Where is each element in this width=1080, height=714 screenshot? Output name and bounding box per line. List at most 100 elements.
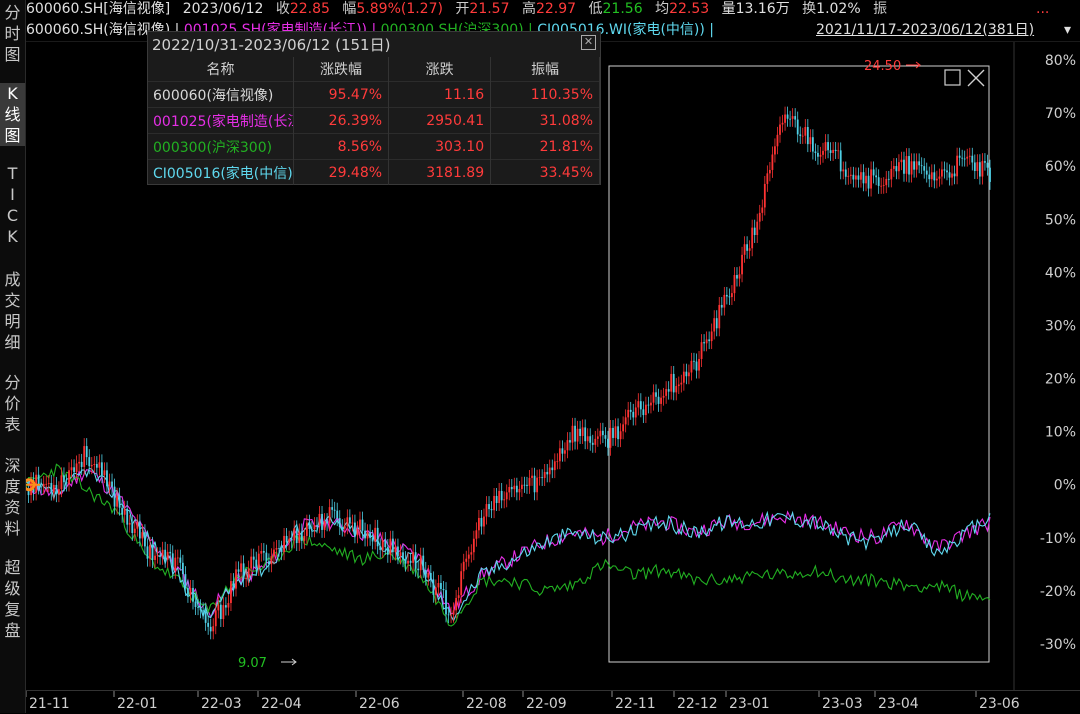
- candle: [837, 142, 840, 159]
- candle: [576, 420, 579, 450]
- candle: [343, 518, 346, 537]
- candle: [725, 286, 728, 305]
- candle-body: [146, 546, 149, 559]
- candle-body: [915, 161, 918, 170]
- candle-body: [885, 178, 888, 186]
- quote-more[interactable]: ...: [1036, 1, 1050, 17]
- candle: [111, 473, 113, 495]
- candle: [584, 419, 587, 450]
- sidebar-tab-0[interactable]: 分时图: [0, 2, 25, 65]
- table-row[interactable]: CI005016(家电(中信)) 29.48% 3181.89 33.45%: [148, 159, 600, 185]
- candle: [133, 520, 136, 541]
- close-icon[interactable]: ✕: [581, 35, 596, 50]
- candle: [667, 381, 670, 400]
- candle: [566, 432, 569, 459]
- candle: [194, 593, 197, 615]
- selection-close-icon[interactable]: [967, 69, 985, 87]
- candle: [885, 170, 888, 194]
- sidebar-tab-char: C: [6, 206, 19, 225]
- candle: [832, 141, 835, 161]
- candle-body: [715, 318, 718, 329]
- candle: [432, 571, 435, 603]
- candle: [655, 384, 657, 405]
- candle-body: [731, 293, 733, 298]
- candle: [591, 434, 594, 453]
- date-range[interactable]: 2021/11/17-2023/06/12(381日): [816, 22, 1035, 38]
- candle-body: [93, 464, 96, 466]
- candle: [95, 456, 98, 476]
- candle: [857, 167, 860, 188]
- candle-body: [700, 342, 703, 359]
- comparison-chart[interactable]: 80% 70% 60% 50% 40% 30% 20% 10% 0% -10% -20% -30% 24…: [26, 42, 1080, 690]
- candle: [108, 473, 111, 495]
- table-row[interactable]: 000300(沪深300) 8.56% 303.10 21.81%: [148, 133, 600, 160]
- candle: [781, 114, 784, 133]
- cell-name: 600060(海信视像): [148, 81, 294, 108]
- range-dropdown-icon[interactable]: ▾: [1064, 22, 1072, 38]
- candle-body: [354, 522, 356, 536]
- candle-body: [607, 438, 609, 448]
- interval-stats-popup[interactable]: 2022/10/31-2023/06/12 (151日) ✕ 名称 涨跌幅 涨跌…: [147, 31, 601, 185]
- candle-body: [655, 392, 657, 397]
- candle: [862, 164, 865, 192]
- candle-body: [27, 488, 30, 496]
- candle: [736, 267, 738, 287]
- candle-body: [989, 167, 991, 182]
- candle-body: [533, 475, 536, 493]
- candle-body: [369, 532, 372, 538]
- table-row[interactable]: 600060(海信视像) 95.47% 11.16 110.35%: [148, 81, 600, 108]
- candle: [510, 479, 513, 498]
- candle: [900, 151, 903, 171]
- candle-body: [986, 162, 989, 168]
- candle: [495, 487, 498, 511]
- candle-body: [328, 507, 331, 524]
- maximize-icon: [944, 69, 961, 86]
- quote-symbol[interactable]: 600060.SH[海信视像]: [26, 1, 171, 17]
- candle-body: [500, 490, 503, 501]
- candle-body: [751, 227, 754, 249]
- candle: [892, 158, 895, 177]
- candle-body: [961, 157, 964, 159]
- candle: [521, 476, 523, 497]
- candle: [695, 353, 698, 379]
- candle-body: [814, 151, 817, 153]
- candle: [318, 505, 321, 534]
- sidebar-tab-3[interactable]: 成交明细: [0, 269, 25, 353]
- sidebar-tab-char: 资: [4, 498, 21, 517]
- candle-body: [746, 244, 749, 251]
- candle: [806, 119, 809, 153]
- sidebar-tab-4[interactable]: 分价表: [0, 372, 25, 435]
- candle: [710, 323, 713, 350]
- candle: [336, 502, 339, 527]
- candle-body: [930, 172, 933, 180]
- candle-body: [720, 304, 723, 308]
- candle: [895, 158, 898, 180]
- candle: [283, 527, 285, 561]
- candle-body: [343, 526, 346, 529]
- candle: [303, 527, 306, 549]
- sidebar-tab-5[interactable]: 深度资料: [0, 455, 25, 539]
- candle: [761, 199, 764, 221]
- candle: [728, 288, 731, 305]
- candle-body: [95, 464, 98, 468]
- candle-body: [351, 522, 354, 524]
- y-tick-label: 40%: [1045, 265, 1076, 281]
- sidebar-tab-char: 级: [4, 579, 21, 598]
- candle: [632, 403, 635, 426]
- candle-body: [359, 519, 361, 530]
- candle: [943, 161, 946, 179]
- candle: [136, 514, 139, 537]
- sidebar-tab-6[interactable]: 超级复盘: [0, 557, 25, 641]
- y-tick-label: -30%: [1040, 637, 1076, 653]
- candle-body: [275, 547, 278, 550]
- candle: [553, 453, 556, 479]
- candle-body: [305, 522, 308, 536]
- candle: [801, 127, 804, 144]
- candle: [680, 374, 683, 393]
- candle: [799, 126, 802, 144]
- legend-main[interactable]: 600060.SH(海信视像) |: [26, 22, 180, 38]
